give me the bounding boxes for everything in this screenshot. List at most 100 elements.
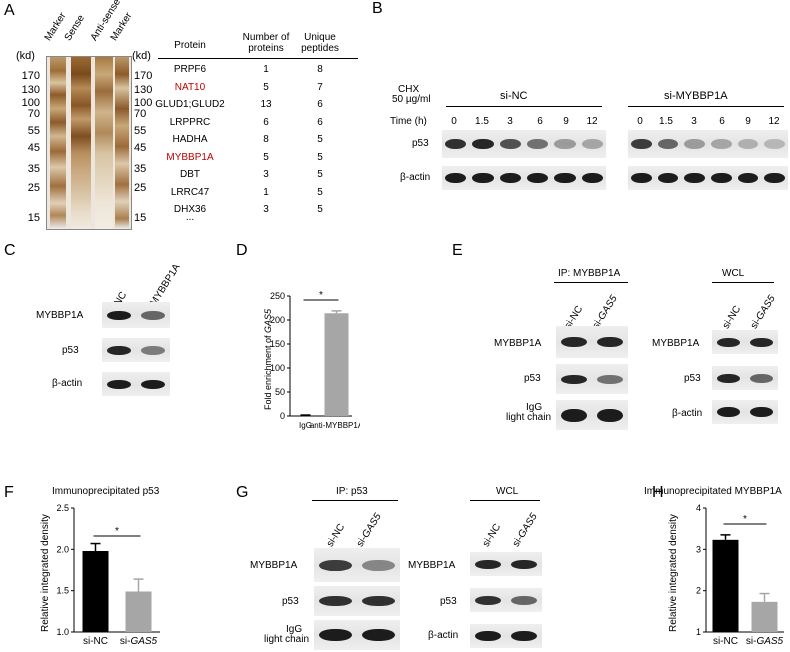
- row-label-mybbp1a: MYBBP1A: [36, 310, 84, 321]
- time-nc-3: 3: [507, 116, 513, 127]
- blot-wcl-p53-band: [717, 373, 740, 383]
- table-cell-protein: MYBBP1A: [166, 151, 214, 163]
- marker-right-70: 70: [134, 108, 147, 120]
- blot-wcl-mybbp1a: [712, 330, 778, 354]
- blot-actin: [102, 372, 170, 396]
- blot-p53-si-mybbp1a: [628, 130, 788, 158]
- blot-wcl-actin: [712, 400, 778, 424]
- blot-p53: [102, 338, 170, 362]
- panel-label-f: F: [4, 484, 14, 501]
- ip-label: IP: p53: [336, 486, 368, 497]
- table-cell-number: 3: [263, 169, 269, 180]
- x-tick-label: IgG: [299, 421, 312, 430]
- blot-p53-si-nc-band: [527, 139, 549, 149]
- table-cell-number: 5: [263, 151, 269, 163]
- y-tick-label: 1.5: [56, 586, 69, 596]
- ip-row-p53: p53: [524, 373, 541, 384]
- lane-label-si-nc-wcl: si-NC: [720, 303, 744, 331]
- table-header-peptides: Unique peptides: [301, 32, 339, 54]
- lane-label-si-gas5-wcl: si-GAS5: [510, 511, 540, 549]
- table-cell-peptides: 8: [317, 64, 323, 75]
- y-tick-label: 2: [696, 586, 701, 596]
- blot-p53-si-nc: [442, 130, 606, 158]
- y-tick-label: 4: [696, 503, 701, 513]
- ip-row-light-chain: light chain: [506, 412, 552, 423]
- blot-ip-igg-band: [561, 408, 587, 422]
- y-tick-label: 150: [270, 339, 285, 349]
- blot-p53-si-nc-band: [472, 139, 494, 149]
- wcl-line: [712, 282, 774, 283]
- marker-left-130: 130: [21, 84, 40, 96]
- time-mybbp1a-6: 6: [719, 116, 725, 127]
- blot-actin-si-nc-band: [554, 173, 576, 183]
- bar-si-NC: [712, 539, 739, 632]
- blot-actin-si-nc-band: [581, 173, 603, 183]
- table-cell-protein: PRPF6: [173, 64, 207, 75]
- table-cell-protein: DBT: [180, 169, 200, 180]
- table-cell-peptides: 5: [317, 169, 323, 180]
- row-label-p53: p53: [412, 138, 429, 149]
- ip-line: [312, 500, 398, 501]
- blot-actin-si-nc-band: [472, 173, 494, 183]
- chx-concentration: 50 µg/ml: [392, 94, 431, 105]
- table-cell-number: 1: [263, 186, 269, 198]
- blot-wcl-p53: [712, 366, 778, 390]
- time-mybbp1a-3: 3: [691, 116, 697, 127]
- silver-stain-gel-image: [46, 56, 132, 230]
- y-tick-label: 50: [275, 387, 285, 397]
- blot-ip-igg-band: [319, 629, 352, 641]
- blot-p53-si-nc-band: [554, 139, 576, 149]
- table-header-protein: Protein: [174, 40, 206, 51]
- blot-wcl-mybbp1a-band: [511, 559, 537, 569]
- y-tick-label: 200: [270, 315, 285, 325]
- y-tick-label: 1: [696, 627, 701, 637]
- ip-row-light-chain: light chain: [264, 634, 310, 645]
- y-tick-label: 2.5: [56, 503, 69, 513]
- time-mybbp1a-9: 9: [745, 116, 751, 127]
- blot-p53-si-mybbp1a-band: [737, 139, 759, 149]
- blot-mybbp1a: [102, 302, 170, 328]
- ip-row-mybbp1a: MYBBP1A: [494, 338, 542, 349]
- wcl-label: WCL: [496, 486, 519, 497]
- significance-star: *: [115, 526, 119, 537]
- table-cell-number: 3: [263, 204, 269, 215]
- blot-actin-si-mybbp1a: [628, 166, 788, 190]
- table-cell-protein: LRPPRC: [169, 116, 211, 128]
- blot-actin-si-mybbp1a-band: [764, 173, 785, 183]
- blot-ip-mybbp1a-band: [561, 337, 587, 347]
- blot-mybbp1a-band: [141, 310, 165, 320]
- gel-lane-marker-1: [50, 57, 66, 229]
- blot-ip-igg: [314, 620, 400, 650]
- blot-ip-p53: [314, 586, 400, 616]
- bar-si-GAS5: [751, 601, 778, 632]
- time-mybbp1a-12: 12: [768, 116, 780, 127]
- marker-left-170: 170: [21, 70, 40, 82]
- blot-wcl-p53-band: [750, 373, 773, 383]
- marker-left-25: 25: [27, 182, 40, 194]
- blot-mybbp1a-band: [107, 310, 131, 320]
- panel-label-b: B: [372, 0, 383, 17]
- marker-right-35: 35: [134, 163, 147, 175]
- wcl-line: [470, 500, 540, 501]
- blot-ip-igg: [556, 400, 628, 430]
- table-cell-protein: GLUD1;GLUD2: [155, 99, 225, 110]
- table-cell-protein: NAT10: [174, 81, 206, 93]
- ip-line: [554, 282, 628, 283]
- x-tick-label: si-GAS5: [746, 636, 784, 647]
- blot-ip-p53-band: [597, 374, 623, 384]
- chx-label: CHX: [398, 84, 420, 95]
- blot-wcl-p53-band: [511, 595, 537, 605]
- blot-wcl-mybbp1a-band: [475, 559, 501, 569]
- blot-p53-band: [141, 345, 165, 355]
- blot-ip-mybbp1a: [314, 548, 400, 582]
- x-tick-label: si-NC: [83, 636, 108, 647]
- blot-ip-mybbp1a-band: [362, 559, 395, 571]
- table-cell-peptides: 5: [317, 134, 323, 145]
- blot-actin-si-mybbp1a-band: [737, 173, 759, 183]
- wcl-row-mybbp1a: MYBBP1A: [652, 338, 700, 349]
- lane-label-si-gas5-ip: si-GAS5: [354, 511, 384, 549]
- blot-actin-si-nc: [442, 166, 606, 190]
- panel-label-g: G: [236, 484, 249, 501]
- wcl-row-p53: p53: [440, 596, 457, 607]
- blot-wcl-mybbp1a-band: [717, 337, 740, 347]
